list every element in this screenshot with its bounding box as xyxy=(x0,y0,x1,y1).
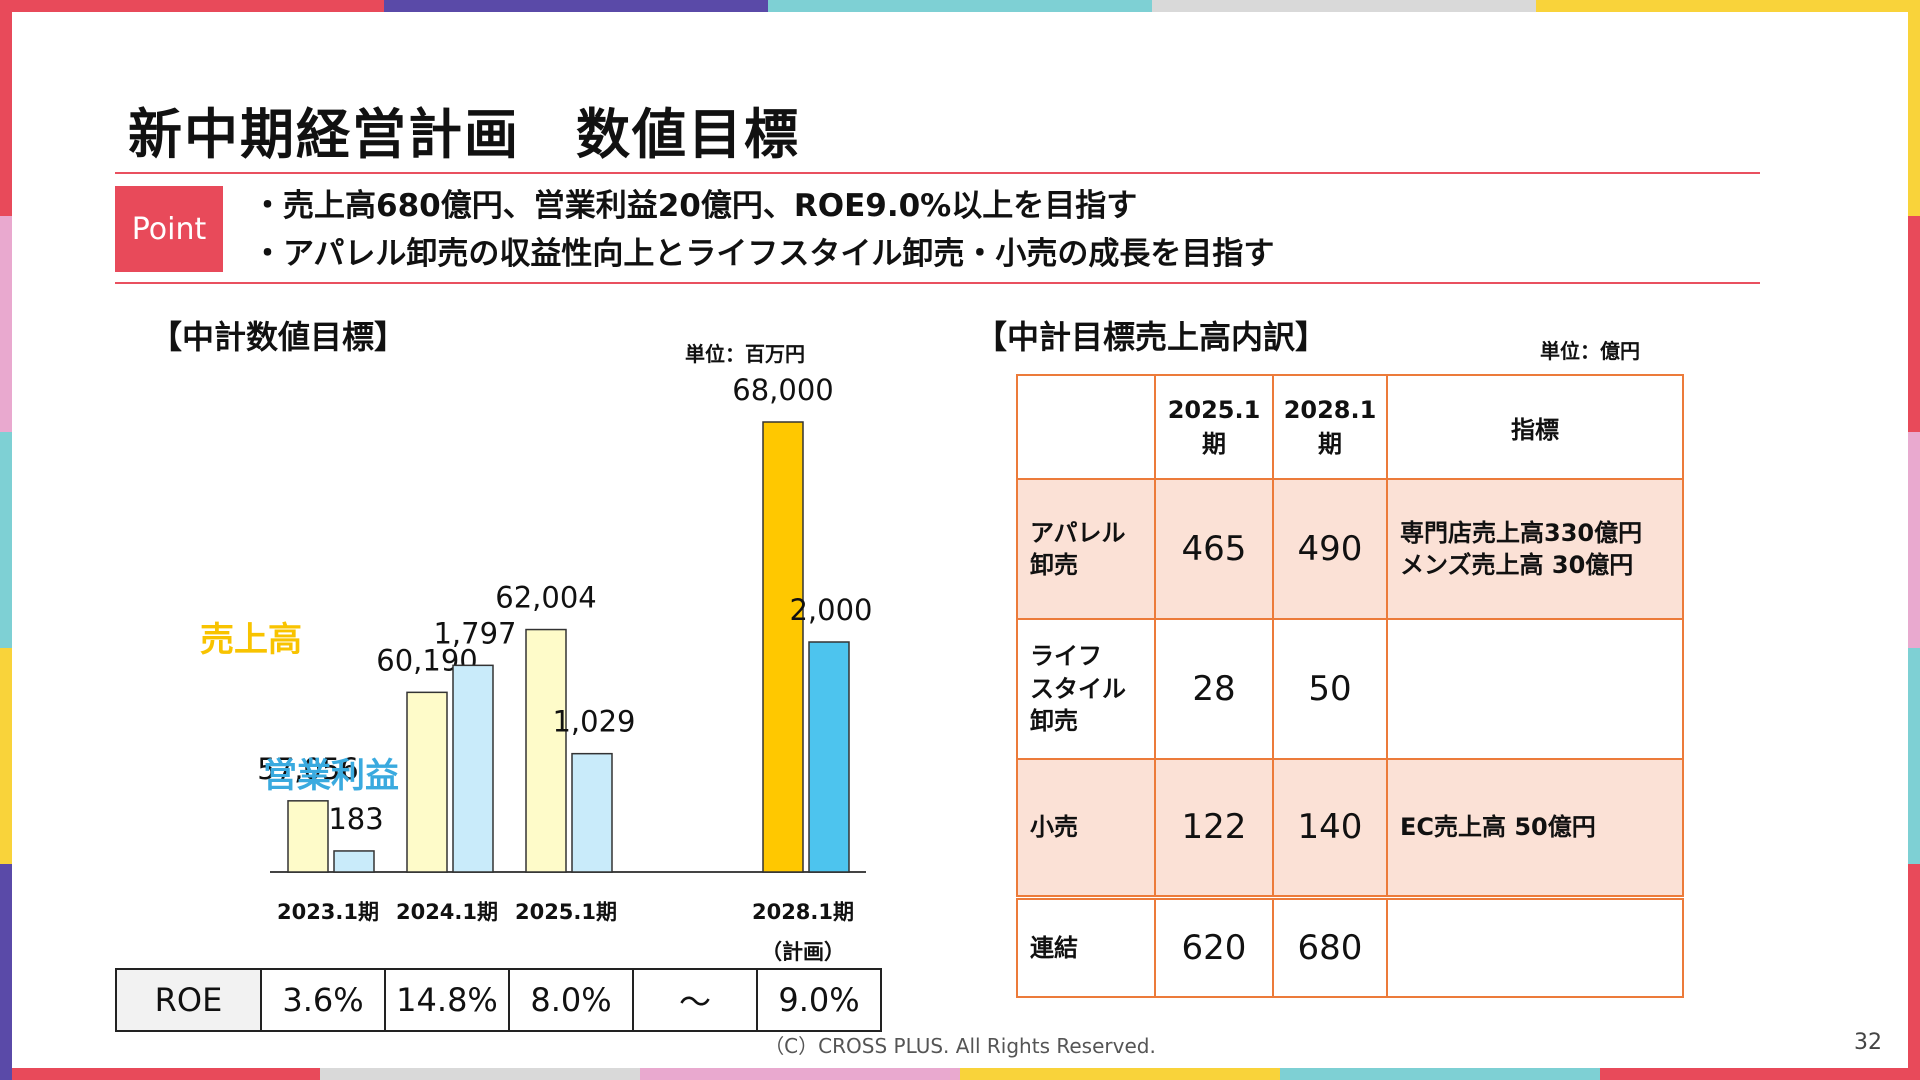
legend-sales: 売上高 xyxy=(200,620,302,660)
profit-bar xyxy=(808,641,850,873)
category-label: 2028.1期 xyxy=(752,900,854,924)
row-note xyxy=(1386,618,1684,760)
frame-bottom xyxy=(0,1068,1920,1080)
header-2028: 2028.1 期 xyxy=(1272,374,1388,480)
frame-top xyxy=(0,0,1920,12)
sales-bar xyxy=(525,628,567,873)
profit-value-label: 1,797 xyxy=(433,616,516,650)
sales-bar xyxy=(762,421,804,873)
sales-bar xyxy=(287,800,329,873)
row-value-2025: 620 xyxy=(1154,896,1274,998)
category-label: 2023.1期 xyxy=(277,900,379,924)
frame-right xyxy=(1908,0,1920,1080)
table-unit: 単位：億円 xyxy=(1540,339,1640,363)
sales-bar xyxy=(406,691,448,873)
profit-value-label: 1,029 xyxy=(552,705,635,739)
category-label: 2025.1期 xyxy=(515,900,617,924)
roe-value-gap: ～ xyxy=(632,968,758,1032)
header-2025: 2025.1 期 xyxy=(1154,374,1274,480)
sales-breakdown-table: 2025.1 期 2028.1 期 指標 アパレル 卸売 465 490 専門店… xyxy=(1016,374,1684,998)
roe-value-2023: 3.6% xyxy=(260,968,386,1032)
page-number: 32 xyxy=(1854,1030,1882,1055)
sales-value-label: 68,000 xyxy=(732,373,833,407)
row-name: 小売 xyxy=(1016,758,1156,898)
header-2028-text: 2028.1 期 xyxy=(1283,395,1377,458)
point-line-2: ・アパレル卸売の収益性向上とライフスタイル卸売・小売の成長を目指す xyxy=(252,236,1275,272)
profit-bar xyxy=(452,664,494,873)
header-2025-text: 2025.1 期 xyxy=(1167,395,1261,458)
category-label: 2024.1期 xyxy=(396,900,498,924)
row-value-2028: 50 xyxy=(1272,618,1388,760)
roe-value-2024: 14.8% xyxy=(384,968,510,1032)
copyright-footer: （C）CROSS PLUS. All Rights Reserved. xyxy=(764,1034,1156,1058)
left-heading: 【中計数値目標】 xyxy=(150,318,407,356)
sales-value-label: 62,004 xyxy=(495,581,596,615)
frame-left xyxy=(0,0,12,1080)
header-empty xyxy=(1016,374,1156,480)
row-name: アパレル 卸売 xyxy=(1016,478,1156,620)
roe-label: ROE xyxy=(115,968,262,1032)
point-line-1: ・売上高680億円、営業利益20億円、ROE9.0%以上を目指す xyxy=(252,188,1138,224)
profit-bar xyxy=(571,752,613,873)
table-row: アパレル 卸売 465 490 専門店売上高330億円 メンズ売上高 30億円 xyxy=(1016,478,1684,620)
profit-value-label: 183 xyxy=(328,802,383,836)
roe-value-2025: 8.0% xyxy=(508,968,634,1032)
roe-value-2028: 9.0% xyxy=(756,968,882,1032)
row-name: 連結 xyxy=(1016,896,1156,998)
row-note: 専門店売上高330億円 メンズ売上高 30億円 xyxy=(1386,478,1684,620)
row-value-2028: 140 xyxy=(1272,758,1388,898)
category-sublabel: （計画） xyxy=(761,940,845,964)
header-indicator: 指標 xyxy=(1386,374,1684,480)
row-value-2028: 490 xyxy=(1272,478,1388,620)
point-badge: Point xyxy=(115,186,223,272)
chart-unit: 単位：百万円 xyxy=(685,342,805,366)
profit-bar xyxy=(333,850,375,873)
row-value-2028: 680 xyxy=(1272,896,1388,998)
table-row: ライフ スタイル 卸売 28 50 xyxy=(1016,618,1684,760)
row-note: EC売上高 50億円 xyxy=(1386,758,1684,898)
row-name: ライフ スタイル 卸売 xyxy=(1016,618,1156,760)
sales-value-label: 60,190 xyxy=(376,643,477,677)
right-heading: 【中計目標売上高内訳】 xyxy=(975,318,1328,356)
roe-table: ROE 3.6% 14.8% 8.0% ～ 9.0% xyxy=(115,968,882,1032)
legend-profit: 営業利益 xyxy=(263,756,399,796)
row-value-2025: 28 xyxy=(1154,618,1274,760)
page-title: 新中期経営計画 数値目標 xyxy=(128,103,800,166)
profit-value-label: 2,000 xyxy=(789,593,872,627)
top-rule xyxy=(115,172,1760,174)
row-value-2025: 465 xyxy=(1154,478,1274,620)
bottom-rule xyxy=(115,282,1760,284)
row-note xyxy=(1386,896,1684,998)
table-row: 連結 620 680 xyxy=(1016,896,1684,998)
row-value-2025: 122 xyxy=(1154,758,1274,898)
table-row: 小売 122 140 EC売上高 50億円 xyxy=(1016,758,1684,898)
